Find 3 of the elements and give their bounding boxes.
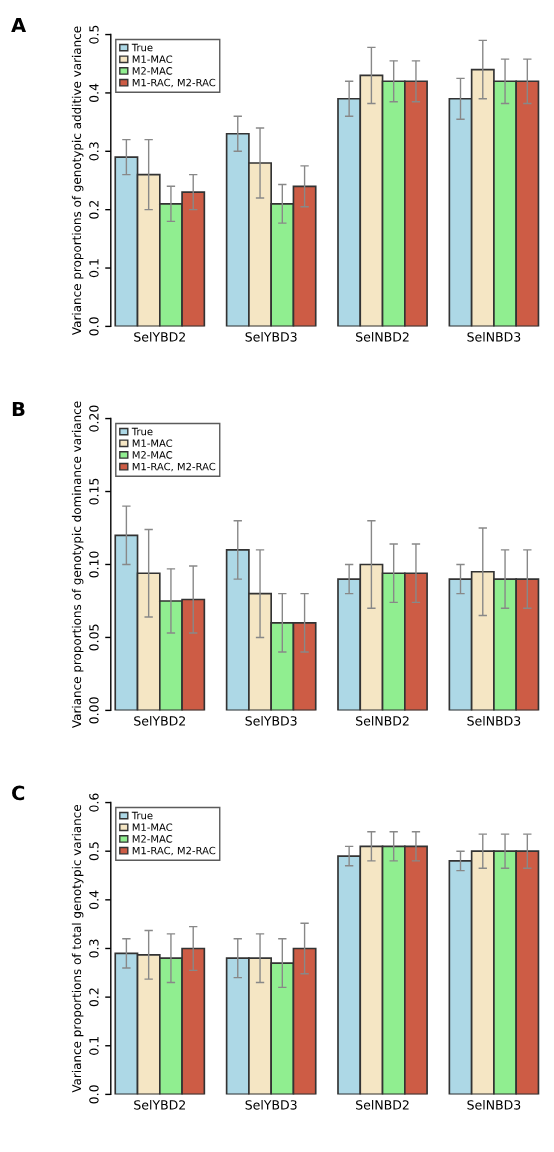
chart-title: C [12, 785, 25, 801]
chart-title: B [12, 401, 25, 417]
chart-title: A [11, 17, 27, 33]
